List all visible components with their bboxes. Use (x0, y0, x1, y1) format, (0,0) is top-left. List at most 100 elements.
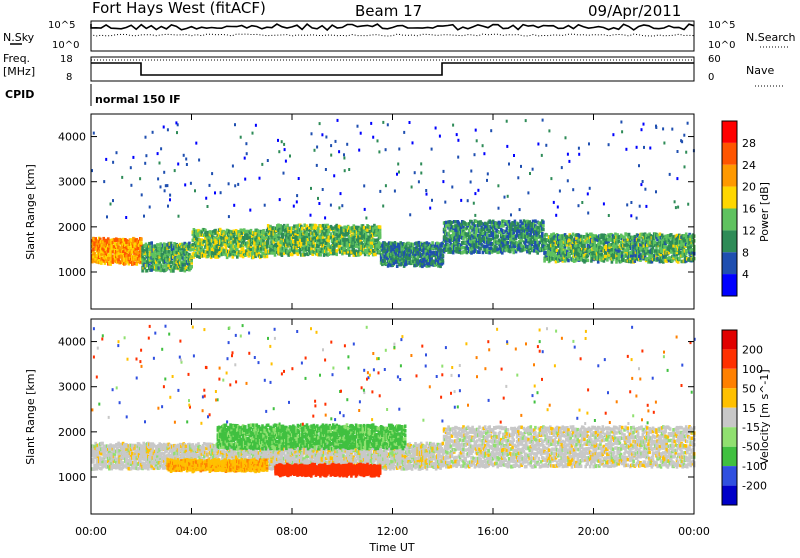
heatmap-cell (286, 224, 289, 228)
heatmap-cell (252, 132, 254, 135)
heatmap-cell (638, 164, 640, 167)
heatmap-cell (101, 442, 104, 446)
heatmap-cell (683, 234, 686, 238)
heatmap-cell (325, 136, 327, 139)
heatmap-cell (308, 233, 311, 237)
heatmap-cell (259, 177, 261, 180)
heatmap-cell (279, 198, 281, 201)
heatmap-cell (121, 255, 124, 258)
heatmap-cell (167, 128, 169, 131)
heatmap-cell (220, 191, 222, 194)
heatmap-cell (173, 266, 176, 270)
heatmap-cell (426, 193, 428, 196)
heatmap-cell (482, 232, 485, 236)
heatmap-cell (474, 214, 476, 217)
heatmap-cell (112, 199, 114, 202)
heatmap-cell (496, 234, 499, 238)
heatmap-cell (194, 189, 196, 192)
heatmap-cell (252, 256, 255, 260)
heatmap-cell (382, 205, 384, 208)
heatmap-cell (414, 171, 416, 174)
heatmap-cell (587, 259, 590, 263)
date-label: 09/Apr/2011 (588, 2, 681, 20)
heatmap-cell (478, 251, 481, 255)
heatmap-cell (146, 269, 149, 273)
heatmap-cell (687, 203, 689, 206)
heatmap-cell (378, 150, 380, 153)
heatmap-cell (621, 251, 624, 255)
heatmap-cell (270, 245, 273, 249)
heatmap-cell (229, 253, 232, 257)
heatmap-cell (555, 214, 557, 217)
heatmap-cell (172, 269, 175, 273)
heatmap-cell (283, 172, 285, 175)
heatmap-cell (678, 252, 681, 256)
heatmap-cell (157, 177, 159, 180)
y-tick-label: 2000 (58, 221, 86, 234)
heatmap-cell (403, 131, 405, 134)
heatmap-cell (578, 204, 580, 207)
heatmap-cell (244, 157, 246, 160)
velocity-heatmap (91, 324, 696, 478)
heatmap-cell (156, 243, 159, 247)
heatmap-cell (159, 162, 161, 165)
heatmap-cell (297, 252, 300, 256)
heatmap-cell (207, 205, 209, 208)
nave-tick-top: 60 (708, 54, 721, 65)
heatmap-cell (363, 184, 365, 187)
heatmap-cell (613, 236, 616, 240)
heatmap-cell (669, 256, 672, 260)
heatmap-cell (669, 173, 671, 176)
heatmap-cell (214, 229, 217, 233)
heatmap-cell (330, 144, 332, 147)
heatmap-cell (677, 206, 679, 209)
heatmap-cell (431, 148, 433, 151)
heatmap-cell (149, 206, 151, 209)
heatmap-cell (506, 145, 508, 148)
heatmap-cell (429, 207, 431, 210)
heatmap-cell (630, 214, 632, 217)
heatmap-cell (620, 121, 622, 124)
heatmap-cell (359, 252, 362, 256)
heatmap-cell (377, 139, 379, 142)
frequency-line (91, 63, 694, 75)
heatmap-cell (357, 125, 359, 128)
heatmap-cell (464, 222, 467, 226)
heatmap-cell (157, 251, 160, 255)
heatmap-cell (418, 180, 420, 183)
heatmap-cell (589, 187, 591, 190)
heatmap-cell (152, 131, 154, 134)
heatmap-cell (527, 191, 529, 194)
heatmap-cell (655, 190, 657, 193)
heatmap-cell (431, 241, 434, 245)
heatmap-cell (502, 224, 505, 228)
heatmap-cell (160, 185, 162, 188)
heatmap-cell (497, 184, 499, 187)
heatmap-cell (209, 184, 211, 187)
heatmap-cell (287, 253, 290, 256)
heatmap-cell (677, 150, 679, 153)
heatmap-cell (121, 176, 123, 179)
cpid-label: CPID (5, 88, 34, 101)
heatmap-cell (638, 250, 641, 254)
heatmap-cell (140, 237, 143, 241)
heatmap-cell (486, 179, 488, 182)
heatmap-cell (346, 143, 348, 146)
beam-label: Beam 17 (355, 2, 422, 20)
heatmap-cell (360, 132, 362, 135)
heatmap-cell (594, 242, 597, 246)
heatmap-cell (425, 250, 428, 254)
heatmap-cell (145, 136, 147, 139)
heatmap-cell (163, 242, 166, 246)
heatmap-cell (610, 237, 613, 241)
heatmap-cell (167, 205, 169, 208)
heatmap-cell (369, 230, 372, 234)
heatmap-cell (186, 163, 188, 166)
heatmap-cell (680, 240, 683, 244)
heatmap-cell (335, 224, 338, 228)
heatmap-cell (285, 160, 287, 163)
heatmap-cell (234, 184, 236, 187)
heatmap-cell (140, 241, 143, 245)
heatmap-cell (470, 170, 472, 173)
heatmap-cell (277, 139, 279, 142)
